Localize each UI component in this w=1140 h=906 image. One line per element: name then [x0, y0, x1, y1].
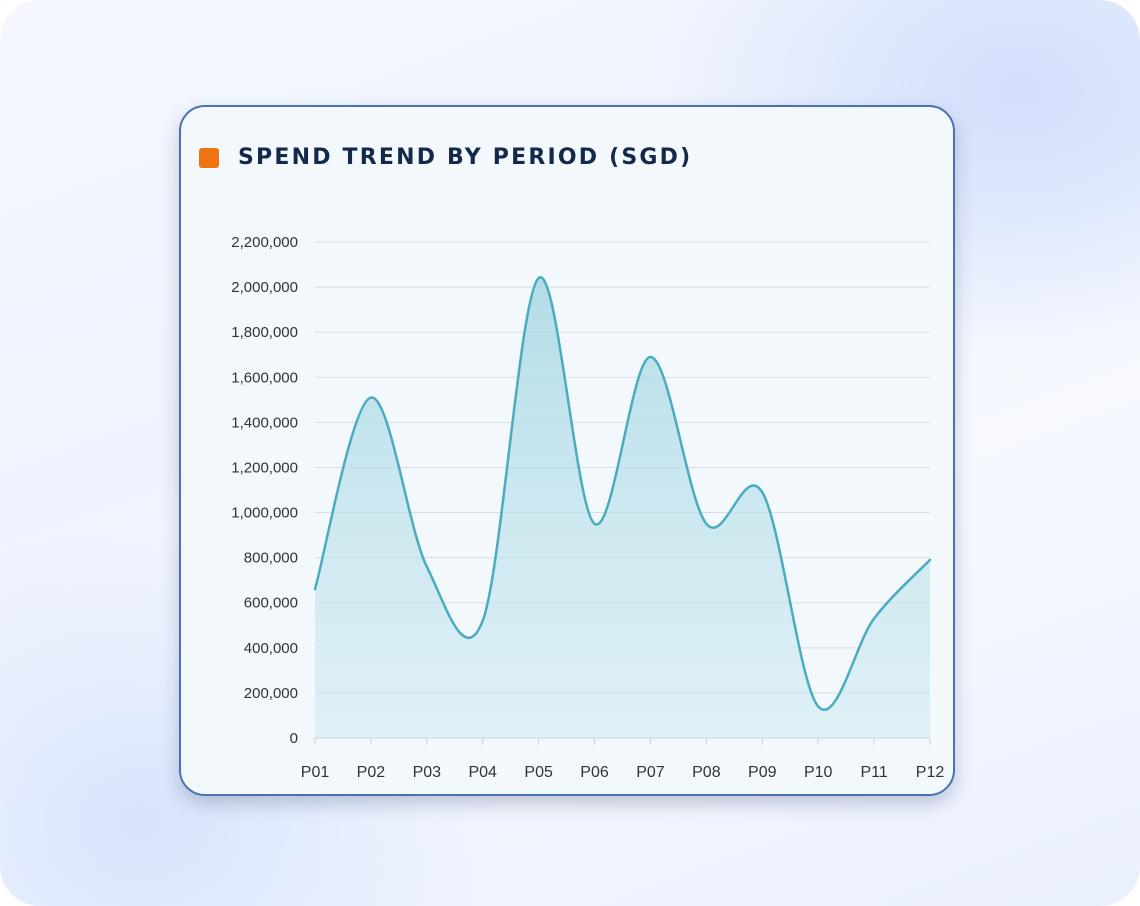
x-tick-label: P02: [357, 764, 386, 781]
data-point: [928, 558, 932, 562]
data-point: [760, 490, 764, 494]
x-tick-label: P08: [692, 764, 721, 781]
y-tick-label: 2,000,000: [231, 279, 298, 296]
area-chart: 0 200,000 400,000 600,000 800,000 1,000,000 1,…: [231, 234, 945, 781]
x-tick-label: P09: [748, 764, 777, 781]
data-point: [537, 276, 541, 280]
chart-card: SPEND TREND BY PERIOD (SGD) 0 200,000 400,…: [179, 105, 955, 796]
y-tick-label: 400,000: [244, 640, 298, 657]
plot-area: [313, 276, 932, 738]
y-tick-label: 200,000: [244, 685, 298, 702]
y-axis: 0 200,000 400,000 600,000 800,000 1,000,000 1,…: [231, 234, 298, 747]
x-tick-label: P12: [916, 764, 945, 781]
x-tick-label: P05: [524, 764, 553, 781]
data-point: [425, 565, 429, 569]
data-point: [593, 522, 597, 526]
data-point: [369, 396, 373, 400]
card-header: SPEND TREND BY PERIOD (SGD): [199, 145, 692, 170]
data-point: [648, 355, 652, 359]
y-tick-label: 0: [290, 730, 298, 747]
x-tick-label: P10: [804, 764, 833, 781]
y-tick-label: 1,400,000: [231, 414, 298, 431]
data-point: [816, 704, 820, 708]
y-tick-label: 1,800,000: [231, 324, 298, 341]
data-point: [313, 587, 317, 591]
x-tick-label: P03: [413, 764, 442, 781]
data-point: [481, 619, 485, 623]
data-point: [872, 617, 876, 621]
chart-title: SPEND TREND BY PERIOD (SGD): [238, 145, 693, 170]
y-tick-label: 800,000: [244, 550, 298, 567]
x-tick-label: P06: [580, 764, 609, 781]
x-tick-label: P07: [636, 764, 665, 781]
y-tick-label: 600,000: [244, 595, 298, 612]
area-fill: [315, 277, 930, 738]
data-point: [704, 522, 708, 526]
y-tick-label: 1,600,000: [231, 369, 298, 386]
x-tick-label: P11: [860, 764, 887, 781]
y-tick-label: 1,200,000: [231, 459, 298, 476]
x-tick-label: P04: [468, 764, 497, 781]
x-axis: P01 P02 P03 P04 P05 P06 P07 P08 P09 P10 P11 P12: [301, 737, 945, 781]
y-tick-label: 2,200,000: [231, 234, 298, 251]
title-marker-icon: [199, 147, 219, 168]
series-line: [313, 276, 932, 711]
y-tick-label: 1,000,000: [231, 505, 298, 522]
x-tick-label: P01: [301, 764, 330, 781]
